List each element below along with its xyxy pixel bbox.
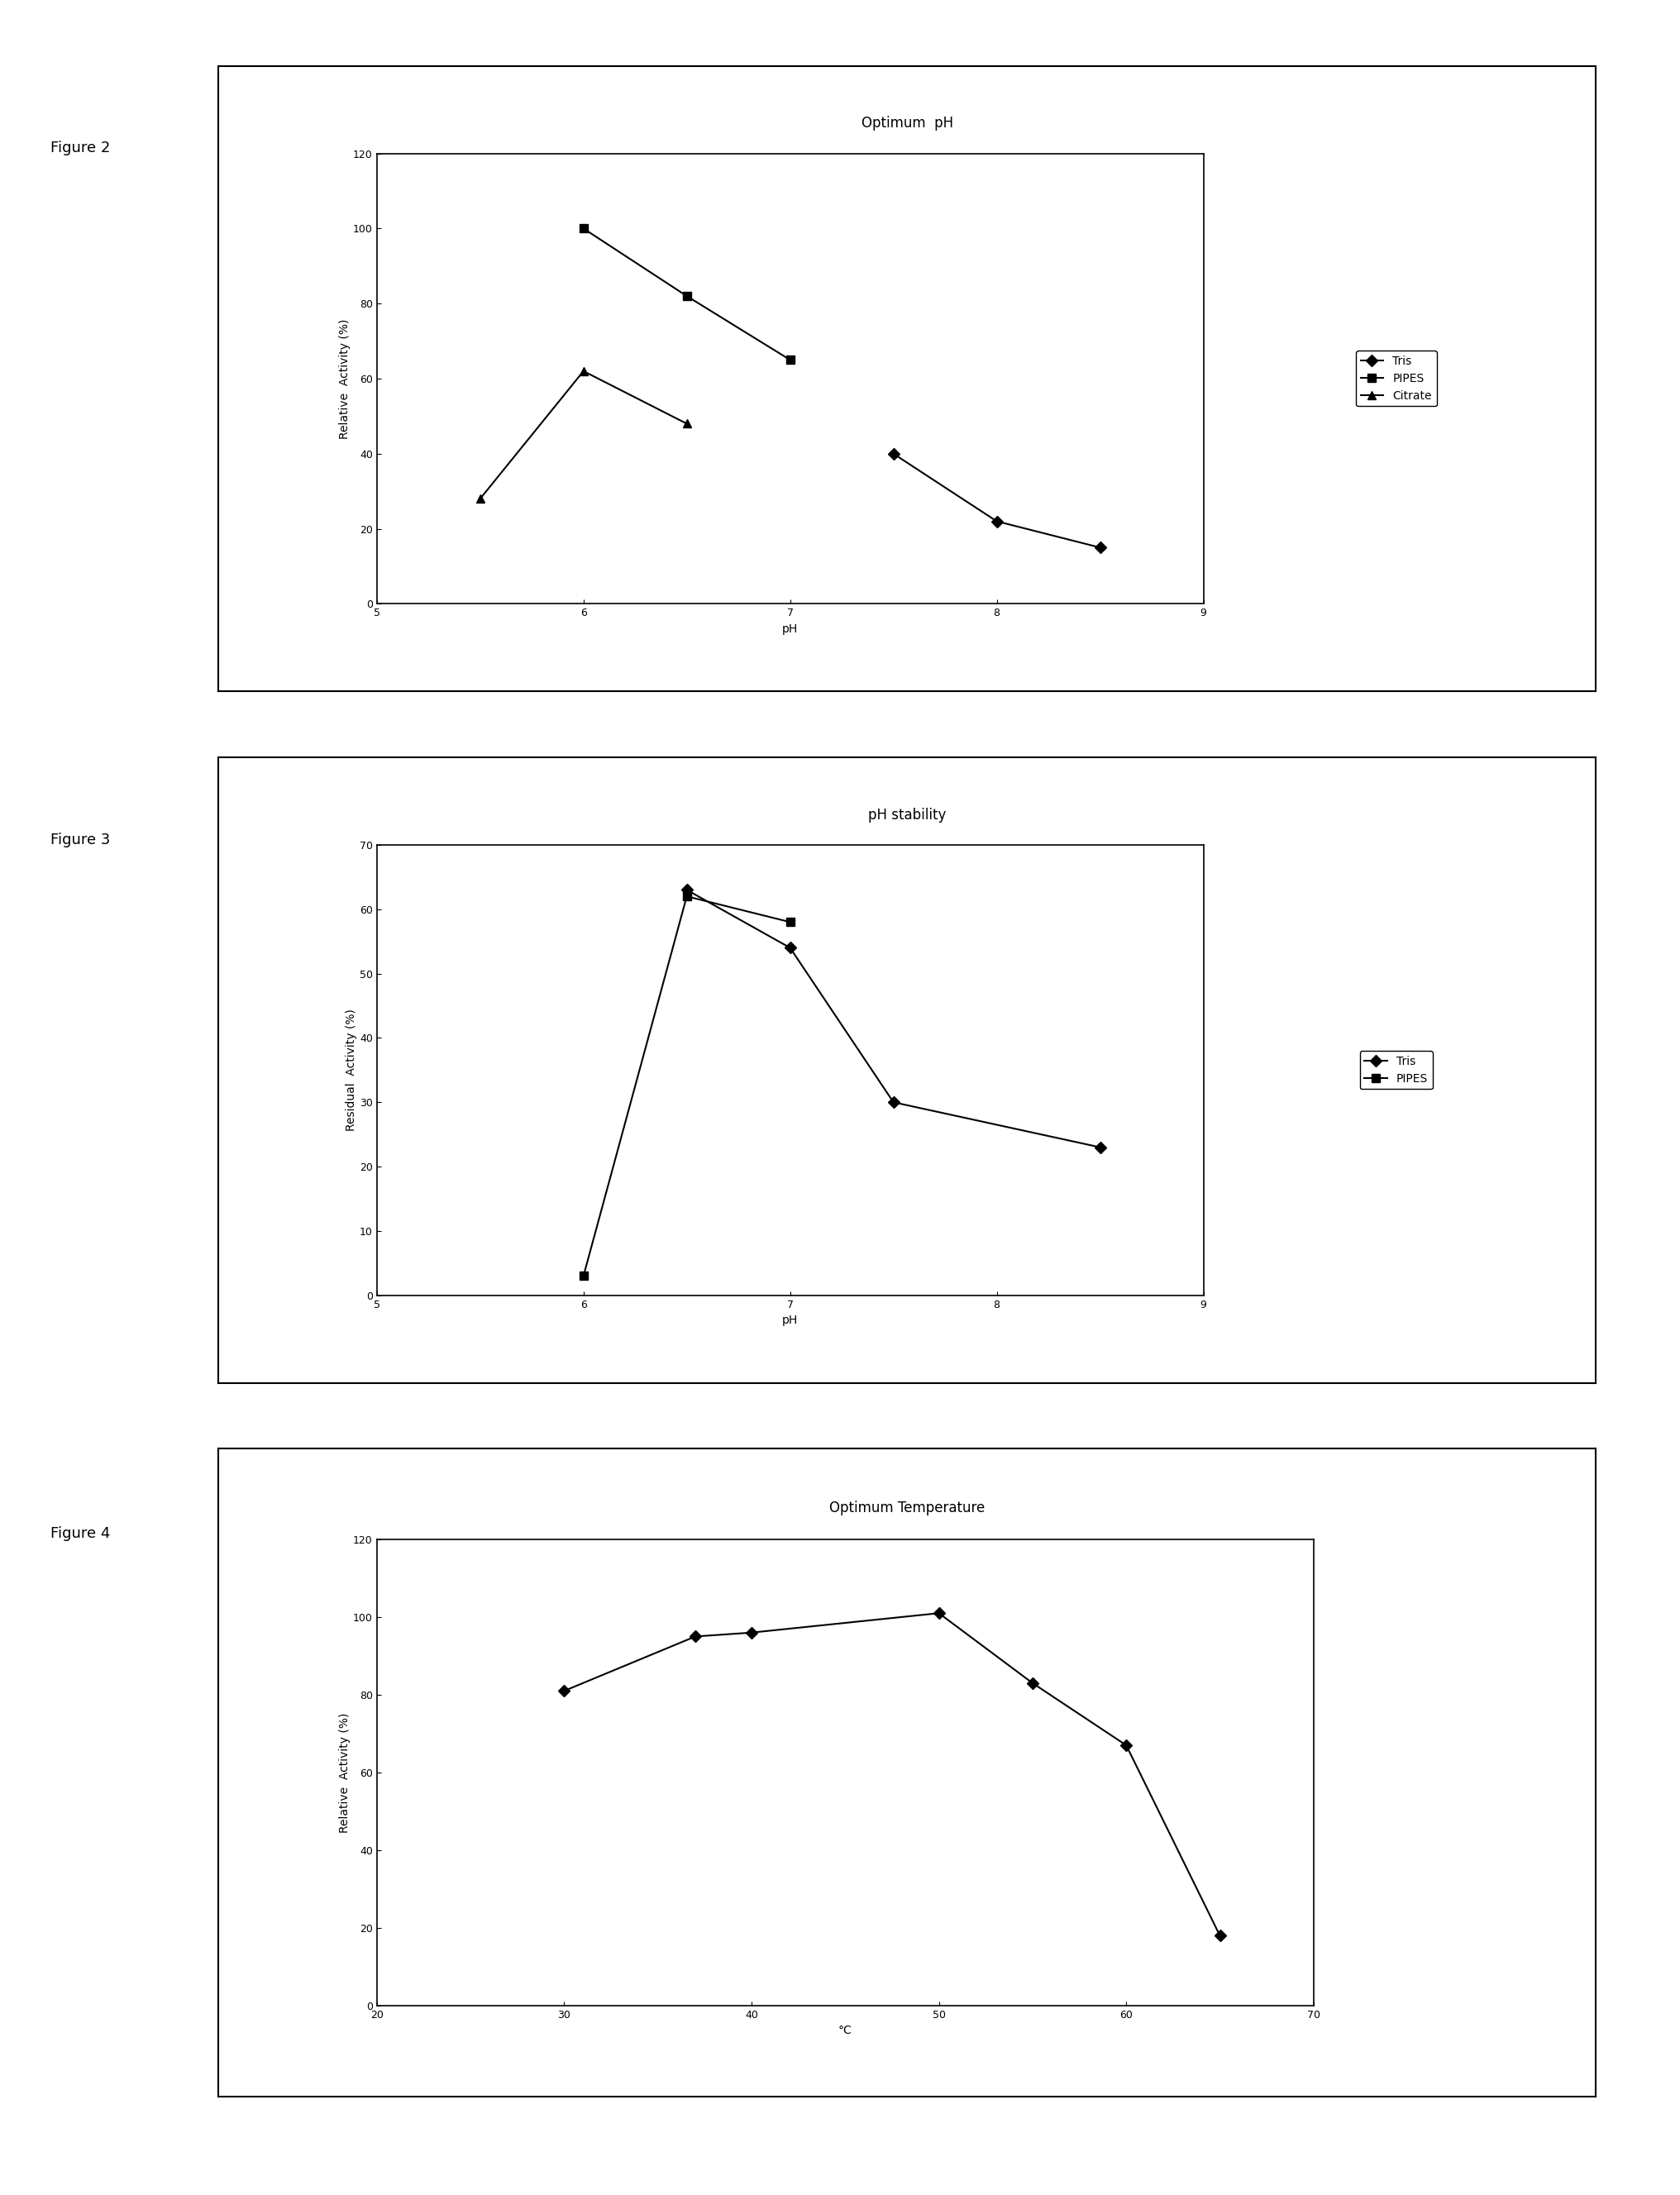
Text: Figure 3: Figure 3 bbox=[50, 832, 111, 847]
Y-axis label: Relative  Activity (%): Relative Activity (%) bbox=[339, 318, 351, 439]
Text: Figure 4: Figure 4 bbox=[50, 1526, 111, 1541]
Text: Optimum Temperature: Optimum Temperature bbox=[830, 1501, 984, 1515]
Text: pH stability: pH stability bbox=[869, 808, 946, 823]
X-axis label: pH: pH bbox=[783, 1315, 798, 1326]
Y-axis label: Residual  Activity (%): Residual Activity (%) bbox=[346, 1010, 358, 1130]
Legend: Tris, PIPES, Citrate: Tris, PIPES, Citrate bbox=[1356, 351, 1436, 406]
Y-axis label: Relative  Activity (%): Relative Activity (%) bbox=[339, 1712, 351, 1833]
X-axis label: °C: °C bbox=[838, 2026, 852, 2037]
X-axis label: pH: pH bbox=[783, 623, 798, 634]
Legend: Tris, PIPES: Tris, PIPES bbox=[1359, 1051, 1433, 1089]
Text: Optimum  pH: Optimum pH bbox=[862, 116, 953, 132]
Text: Figure 2: Figure 2 bbox=[50, 140, 111, 156]
